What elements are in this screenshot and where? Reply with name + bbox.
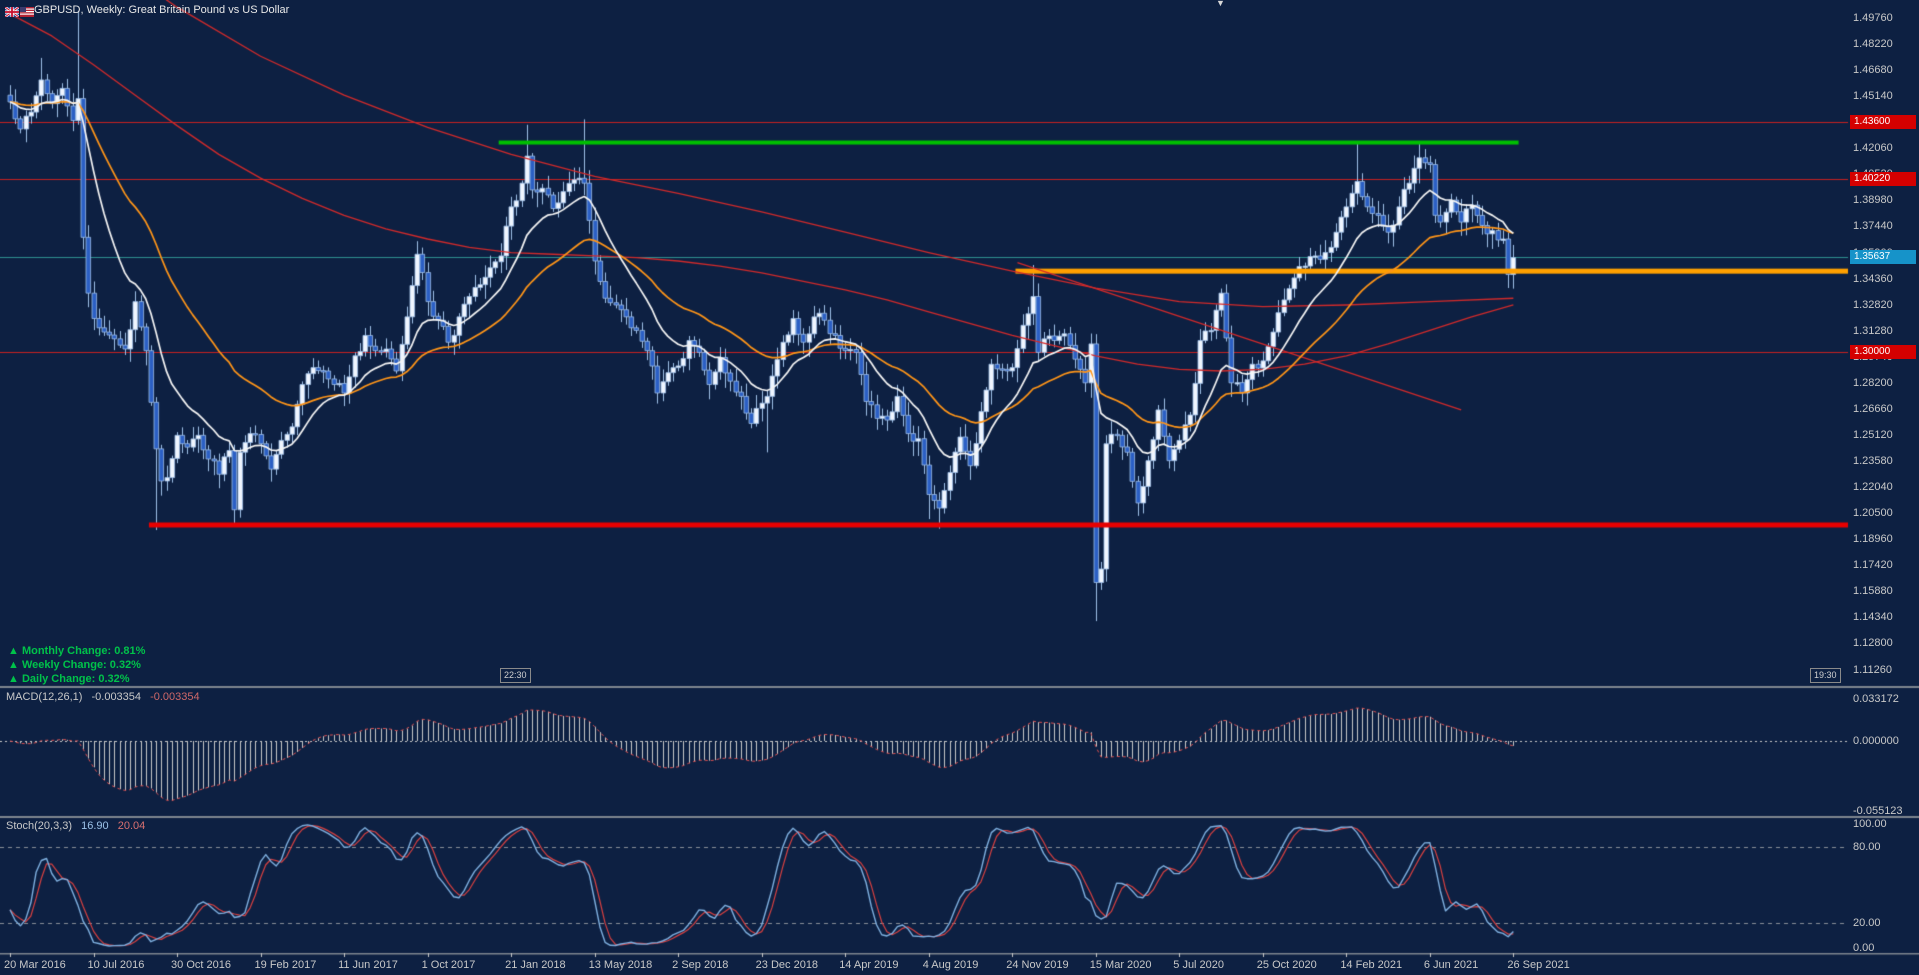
uk-flag-icon bbox=[4, 4, 20, 18]
stoch-k-value: 16.90 bbox=[81, 820, 109, 832]
time-tick: 13 May 2018 bbox=[588, 959, 653, 971]
macd-label: MACD(12,26,1) -0.003354 -0.003354 bbox=[6, 691, 206, 703]
time-tick: 1 Oct 2017 bbox=[421, 959, 476, 971]
bid-price-tag: 1.35637 bbox=[1850, 249, 1916, 264]
stoch-axis-label: 80.00 bbox=[1853, 841, 1881, 854]
time-tick: 4 Aug 2019 bbox=[922, 959, 979, 971]
time-tick: 15 Mar 2020 bbox=[1089, 959, 1152, 971]
price-tick: 1.45140 bbox=[1853, 90, 1893, 103]
price-tick: 1.11260 bbox=[1853, 663, 1892, 676]
vline-time-label[interactable]: 22:30 bbox=[500, 668, 531, 683]
stoch-panel[interactable] bbox=[0, 818, 1919, 953]
time-tick: 25 Oct 2020 bbox=[1256, 959, 1317, 971]
price-tick: 1.34360 bbox=[1853, 272, 1893, 285]
time-tick: 11 Jun 2017 bbox=[338, 959, 398, 971]
time-tick: 24 Nov 2019 bbox=[1006, 959, 1069, 971]
macd-value: -0.003354 bbox=[91, 691, 142, 703]
time-tick: 20 Mar 2016 bbox=[4, 959, 66, 971]
price-tick: 1.18960 bbox=[1853, 533, 1893, 546]
price-tick: 1.14340 bbox=[1853, 611, 1893, 624]
time-tick: 30 Oct 2016 bbox=[171, 959, 231, 971]
time-tick: 21 Jan 2018 bbox=[505, 959, 566, 971]
price-tick: 1.15880 bbox=[1853, 585, 1893, 598]
weekly-change-label: ▲ Weekly Change: 0.32% bbox=[8, 659, 141, 671]
price-tick: 1.42060 bbox=[1853, 142, 1893, 155]
price-tick: 1.23580 bbox=[1853, 455, 1893, 468]
price-tick: 1.32820 bbox=[1853, 298, 1893, 311]
stoch-axis-label: 20.00 bbox=[1853, 916, 1881, 929]
macd-signal-value: -0.003354 bbox=[150, 691, 200, 703]
stoch-name: Stoch(20,3,3) bbox=[6, 820, 73, 832]
time-tick: 23 Dec 2018 bbox=[755, 959, 819, 971]
price-level-tag: 1.43600 bbox=[1850, 115, 1916, 130]
price-tick: 1.28200 bbox=[1853, 376, 1893, 389]
price-level-tag: 1.30000 bbox=[1850, 345, 1916, 360]
price-tick: 1.20500 bbox=[1853, 507, 1893, 520]
macd-axis-label: -0.055123 bbox=[1853, 805, 1903, 817]
vline-time-label[interactable]: 19:30 bbox=[1810, 668, 1841, 683]
daily-change-label: ▲ Daily Change: 0.32% bbox=[8, 673, 130, 685]
time-tick: 10 Jul 2016 bbox=[87, 959, 145, 971]
price-tick: 1.12800 bbox=[1853, 637, 1893, 650]
price-tick: 1.31280 bbox=[1853, 324, 1893, 337]
stoch-d-value: 20.04 bbox=[117, 820, 146, 832]
up-arrow-icon: ▲ bbox=[8, 673, 19, 685]
time-tick: 5 Jul 2020 bbox=[1173, 959, 1225, 971]
price-tick: 1.38980 bbox=[1853, 194, 1893, 207]
macd-panel[interactable] bbox=[0, 689, 1919, 816]
price-tick: 1.17420 bbox=[1853, 559, 1893, 572]
stoch-label: Stoch(20,3,3) 16.90 20.04 bbox=[6, 820, 151, 832]
main-chart-panel[interactable] bbox=[0, 0, 1919, 687]
us-flag-icon bbox=[20, 4, 34, 17]
macd-name: MACD(12,26,1) bbox=[6, 691, 83, 703]
time-tick: 19 Feb 2017 bbox=[254, 959, 317, 971]
chart-marker-icon: ▼ bbox=[1216, 0, 1225, 8]
up-arrow-icon: ▲ bbox=[8, 645, 19, 657]
price-tick: 1.26660 bbox=[1853, 402, 1893, 415]
macd-axis-label: 0.033172 bbox=[1853, 692, 1899, 705]
time-tick: 14 Apr 2019 bbox=[839, 959, 899, 971]
stoch-axis-label: 0.00 bbox=[1853, 942, 1875, 954]
price-tick: 1.49760 bbox=[1853, 12, 1893, 24]
macd-axis-label: 0.000000 bbox=[1853, 735, 1899, 747]
up-arrow-icon: ▲ bbox=[8, 659, 19, 671]
price-tick: 1.46680 bbox=[1853, 64, 1893, 77]
stoch-axis-label: 100.00 bbox=[1853, 818, 1887, 830]
price-tick: 1.22040 bbox=[1853, 481, 1893, 494]
price-tick: 1.37440 bbox=[1853, 220, 1893, 233]
time-tick: 14 Feb 2021 bbox=[1340, 959, 1403, 971]
price-tick: 1.48220 bbox=[1853, 38, 1893, 51]
price-tick: 1.25120 bbox=[1853, 428, 1893, 441]
time-tick: 2 Sep 2018 bbox=[672, 959, 729, 971]
price-level-tag: 1.40220 bbox=[1850, 172, 1916, 187]
monthly-change-label: ▲ Monthly Change: 0.81% bbox=[8, 645, 146, 657]
time-tick: 26 Sep 2021 bbox=[1507, 959, 1570, 971]
time-tick: 6 Jun 2021 bbox=[1423, 959, 1479, 971]
chart-title: GBPUSD, Weekly: Great Britain Pound vs U… bbox=[34, 4, 290, 16]
